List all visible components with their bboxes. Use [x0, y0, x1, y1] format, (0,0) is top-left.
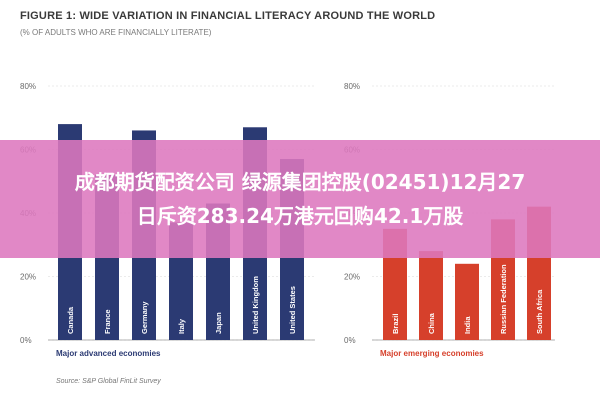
group-label: Major advanced economies [56, 349, 161, 358]
y-tick-label: 80% [20, 82, 36, 91]
category-label: France [103, 309, 112, 334]
headline-line-2[interactable]: 日斥资283.24万港元回购42.1万股 [136, 204, 464, 228]
category-label: Brazil [391, 314, 400, 334]
category-label: South Africa [535, 289, 544, 334]
category-label: United Kingdom [251, 276, 260, 334]
category-label: Italy [177, 318, 186, 334]
headline-line-1[interactable]: 成都期货配资公司 绿源集团控股(02451)12月27 [74, 170, 526, 194]
bar-china [419, 251, 443, 340]
category-label: India [463, 316, 472, 334]
category-label: China [427, 312, 436, 334]
headline-overlay[interactable]: 成都期货配资公司 绿源集团控股(02451)12月27 日斥资283.24万港元… [0, 140, 600, 258]
chart-title: FIGURE 1: WIDE VARIATION IN FINANCIAL LI… [20, 10, 436, 22]
y-tick-label: 20% [20, 273, 36, 282]
chart-subtitle: (% OF ADULTS WHO ARE FINANCIALLY LITERAT… [20, 28, 212, 37]
category-label: Germany [140, 301, 149, 334]
y-tick-label: 80% [344, 82, 360, 91]
chart-source: Source: S&P Global FinLit Survey [56, 378, 161, 385]
group-label: Major emerging economies [380, 349, 484, 358]
y-tick-label: 20% [344, 273, 360, 282]
category-label: Russian Federation [499, 264, 508, 334]
category-label: United States [288, 286, 297, 334]
category-label: Canada [66, 306, 75, 334]
y-tick-label: 0% [344, 336, 356, 345]
y-tick-label: 0% [20, 336, 32, 345]
category-label: Japan [214, 312, 223, 334]
bar-india [455, 263, 479, 340]
